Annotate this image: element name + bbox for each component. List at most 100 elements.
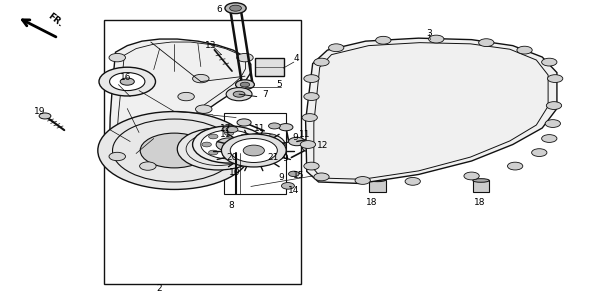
Circle shape (235, 80, 254, 89)
Bar (224, 113, 286, 194)
Text: 17: 17 (220, 123, 231, 132)
Circle shape (546, 102, 562, 110)
Circle shape (140, 162, 156, 170)
Circle shape (224, 154, 234, 158)
Circle shape (250, 151, 257, 155)
Circle shape (230, 5, 241, 11)
Text: 18: 18 (474, 197, 485, 206)
Circle shape (120, 78, 135, 85)
Text: 21: 21 (267, 154, 278, 163)
Circle shape (204, 141, 233, 157)
Circle shape (304, 93, 319, 101)
Text: 7: 7 (263, 90, 268, 99)
Text: 3: 3 (427, 29, 432, 38)
Circle shape (303, 144, 317, 152)
Circle shape (226, 126, 238, 132)
Circle shape (216, 138, 242, 151)
Text: 12: 12 (317, 141, 329, 150)
Circle shape (548, 75, 563, 82)
Text: 4: 4 (294, 54, 300, 63)
Circle shape (279, 124, 293, 131)
Text: 15: 15 (293, 172, 305, 181)
Polygon shape (306, 38, 557, 183)
Circle shape (195, 105, 212, 113)
Circle shape (99, 67, 156, 96)
Circle shape (542, 58, 557, 66)
Circle shape (355, 177, 371, 184)
Circle shape (314, 173, 329, 181)
Circle shape (225, 3, 246, 14)
Circle shape (300, 141, 316, 148)
Text: 20: 20 (227, 154, 238, 163)
Circle shape (201, 130, 257, 159)
Circle shape (478, 39, 494, 47)
Circle shape (192, 74, 209, 83)
Text: 18: 18 (366, 197, 377, 206)
Text: 9: 9 (283, 154, 289, 163)
Circle shape (304, 162, 319, 170)
Text: 11: 11 (220, 129, 231, 138)
Text: 9: 9 (278, 173, 284, 182)
Circle shape (221, 134, 286, 167)
Circle shape (517, 46, 532, 54)
Circle shape (376, 36, 391, 44)
Text: 16: 16 (120, 73, 132, 82)
Circle shape (247, 142, 256, 147)
Bar (369, 180, 386, 192)
Circle shape (545, 119, 560, 127)
Ellipse shape (473, 179, 489, 182)
Text: 14: 14 (287, 185, 299, 194)
Circle shape (98, 112, 251, 189)
Circle shape (240, 143, 247, 146)
Circle shape (178, 92, 194, 101)
Bar (104, 20, 301, 284)
Circle shape (226, 88, 252, 101)
Text: 9: 9 (292, 132, 298, 141)
Circle shape (140, 133, 208, 168)
Circle shape (314, 58, 329, 66)
Circle shape (247, 137, 278, 152)
Circle shape (240, 82, 250, 87)
Text: FR.: FR. (45, 12, 64, 29)
Circle shape (405, 178, 420, 185)
Circle shape (428, 35, 444, 43)
Circle shape (39, 113, 51, 119)
Circle shape (281, 183, 294, 189)
Circle shape (237, 119, 251, 126)
Text: 6: 6 (217, 5, 222, 14)
Bar (473, 181, 489, 192)
Circle shape (109, 53, 126, 62)
Circle shape (109, 152, 126, 161)
Text: 2: 2 (157, 284, 162, 293)
Circle shape (289, 171, 299, 177)
Circle shape (208, 150, 218, 155)
Circle shape (464, 172, 479, 180)
Circle shape (532, 149, 547, 157)
Circle shape (278, 143, 286, 146)
Circle shape (222, 126, 234, 132)
Circle shape (240, 133, 285, 156)
Circle shape (507, 162, 523, 170)
Circle shape (177, 128, 260, 170)
Circle shape (302, 114, 317, 121)
Circle shape (304, 75, 319, 82)
Polygon shape (110, 39, 251, 169)
Text: 13: 13 (205, 41, 217, 50)
Circle shape (237, 152, 253, 161)
Text: 8: 8 (228, 200, 234, 209)
Text: 11: 11 (254, 124, 266, 133)
Circle shape (289, 137, 305, 146)
Circle shape (250, 134, 257, 138)
Circle shape (110, 73, 145, 91)
Text: 5: 5 (276, 80, 282, 89)
Circle shape (240, 150, 250, 155)
Circle shape (192, 126, 266, 163)
Text: 19: 19 (34, 107, 45, 116)
Circle shape (237, 53, 253, 62)
Circle shape (233, 91, 245, 97)
Circle shape (268, 123, 280, 129)
Circle shape (542, 135, 557, 142)
Circle shape (269, 151, 276, 155)
Text: 11: 11 (299, 129, 310, 138)
Circle shape (243, 145, 264, 156)
